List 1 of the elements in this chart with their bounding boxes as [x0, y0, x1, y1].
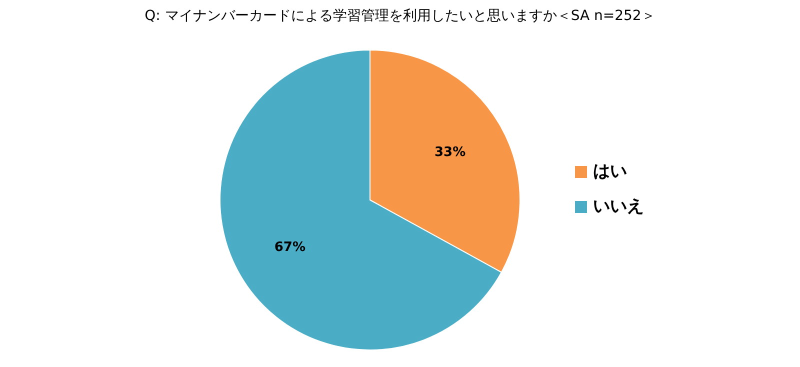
title: Q: マイナンバーカードによる学習管理を利用したいと思いますか＜SA n=252＞: [144, 8, 656, 24]
